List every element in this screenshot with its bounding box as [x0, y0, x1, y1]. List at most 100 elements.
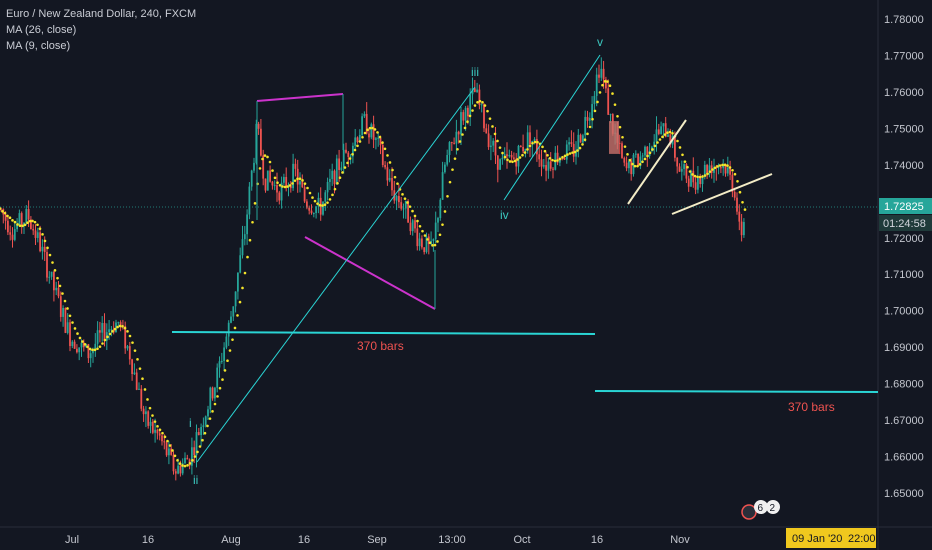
candle-body: [342, 149, 345, 168]
ma-dot: [651, 148, 654, 151]
candle-body: [250, 170, 253, 187]
candle-body: [269, 170, 271, 182]
ma-dot: [278, 183, 282, 187]
legend-ma-26[interactable]: MA (26, close): [6, 24, 77, 36]
ma-dot: [153, 420, 157, 423]
candle-body: [25, 209, 28, 223]
legend-ma-9[interactable]: MA (9, close): [6, 40, 71, 52]
ma-dot: [493, 132, 497, 136]
candle-body: [469, 94, 472, 117]
candle-body: [147, 411, 150, 426]
ma-dot: [293, 179, 297, 182]
ma-dot: [643, 157, 647, 161]
ma-dot: [166, 439, 169, 443]
candle-body: [434, 222, 437, 240]
candle-body: [657, 129, 660, 134]
candle-body: [181, 463, 184, 474]
candle-body: [197, 432, 200, 436]
wave-label-ii: ii: [193, 473, 198, 487]
candle-body: [20, 213, 23, 226]
candle-body: [50, 271, 53, 277]
ma-dot: [503, 155, 507, 159]
candle-body: [43, 246, 46, 253]
price-tick-label: 1.65000: [884, 488, 924, 500]
candle-body: [225, 336, 228, 348]
ma-dot: [711, 168, 714, 171]
bars-label-2: 370 bars: [788, 400, 835, 414]
ma-dot: [301, 179, 304, 182]
ma-dot: [501, 151, 504, 155]
wave-trendline-2[interactable]: [503, 54, 601, 201]
ma-dot: [316, 202, 319, 205]
time-axis[interactable]: Jul 16 Aug 16 Sep 13:00 Oct 16 Nov: [65, 534, 690, 546]
badge-6[interactable]: [754, 500, 768, 514]
badge-2[interactable]: [766, 500, 780, 514]
ma-dot: [86, 345, 89, 349]
bars-range-line-2[interactable]: [594, 390, 879, 393]
candle-body: [78, 347, 81, 353]
candle-body: [697, 176, 699, 190]
ma-dot: [728, 166, 732, 169]
bars-range-line-1[interactable]: [171, 331, 596, 335]
cream-trendline-1[interactable]: [627, 119, 687, 205]
ma-dot: [313, 199, 317, 203]
ma-dot: [133, 349, 137, 352]
time-tick-label: 13:00: [438, 534, 466, 546]
candle-body: [163, 441, 166, 443]
ma-dot: [176, 459, 179, 462]
ma-dot: [491, 125, 494, 128]
ma-dot: [33, 220, 37, 224]
ma-dot: [288, 184, 292, 187]
ma-dot: [463, 126, 467, 130]
time-tick-label: 16: [591, 534, 603, 546]
candle-body: [740, 221, 743, 236]
ma-dot: [573, 150, 577, 154]
candle-body: [414, 220, 416, 229]
candle-body: [234, 291, 237, 307]
cream-trendline-2[interactable]: [671, 173, 773, 215]
ma-dot: [468, 114, 472, 118]
ma-dot: [556, 159, 559, 162]
candle-body: [609, 114, 612, 116]
ma-dot: [136, 358, 139, 361]
ma-dot: [596, 100, 599, 104]
ma-dot: [253, 202, 257, 205]
candle-body: [425, 236, 428, 253]
ma-dot: [98, 345, 102, 348]
candle-body: [667, 134, 669, 137]
time-tick-label: Aug: [221, 534, 241, 546]
legend-symbol[interactable]: Euro / New Zealand Dollar, 240, FXCM: [6, 8, 197, 20]
candle-body: [202, 425, 205, 427]
candle-body: [485, 128, 488, 134]
ma-dot: [383, 147, 387, 151]
candle-body: [248, 186, 251, 215]
ma-dot: [381, 141, 384, 144]
event-badge-icon[interactable]: [741, 504, 757, 520]
magenta-top-line[interactable]: [256, 93, 344, 102]
ma-dot: [616, 114, 619, 118]
candle-body: [607, 88, 610, 115]
candle-body: [46, 252, 48, 278]
candle-body: [646, 146, 649, 157]
candle-body: [172, 454, 175, 472]
ma-dot: [583, 138, 587, 142]
ma-dot: [373, 128, 377, 131]
ma-dot: [723, 163, 727, 167]
ma-dot: [743, 208, 747, 211]
ma-dot: [528, 144, 532, 148]
candle-body: [404, 200, 407, 209]
candle-body: [630, 161, 633, 175]
candle-body: [170, 448, 173, 455]
candle-body: [455, 131, 458, 144]
wave-trendline-1[interactable]: [196, 86, 476, 463]
candle-body: [193, 447, 196, 456]
settings-corner[interactable]: [879, 528, 932, 548]
candle-body: [694, 182, 697, 190]
candle-body: [301, 181, 304, 188]
magenta-diagonal-line[interactable]: [304, 236, 436, 310]
ma-dot: [338, 176, 342, 180]
candle-body: [690, 170, 692, 187]
candle-body: [471, 88, 474, 95]
candle-body: [103, 323, 106, 341]
